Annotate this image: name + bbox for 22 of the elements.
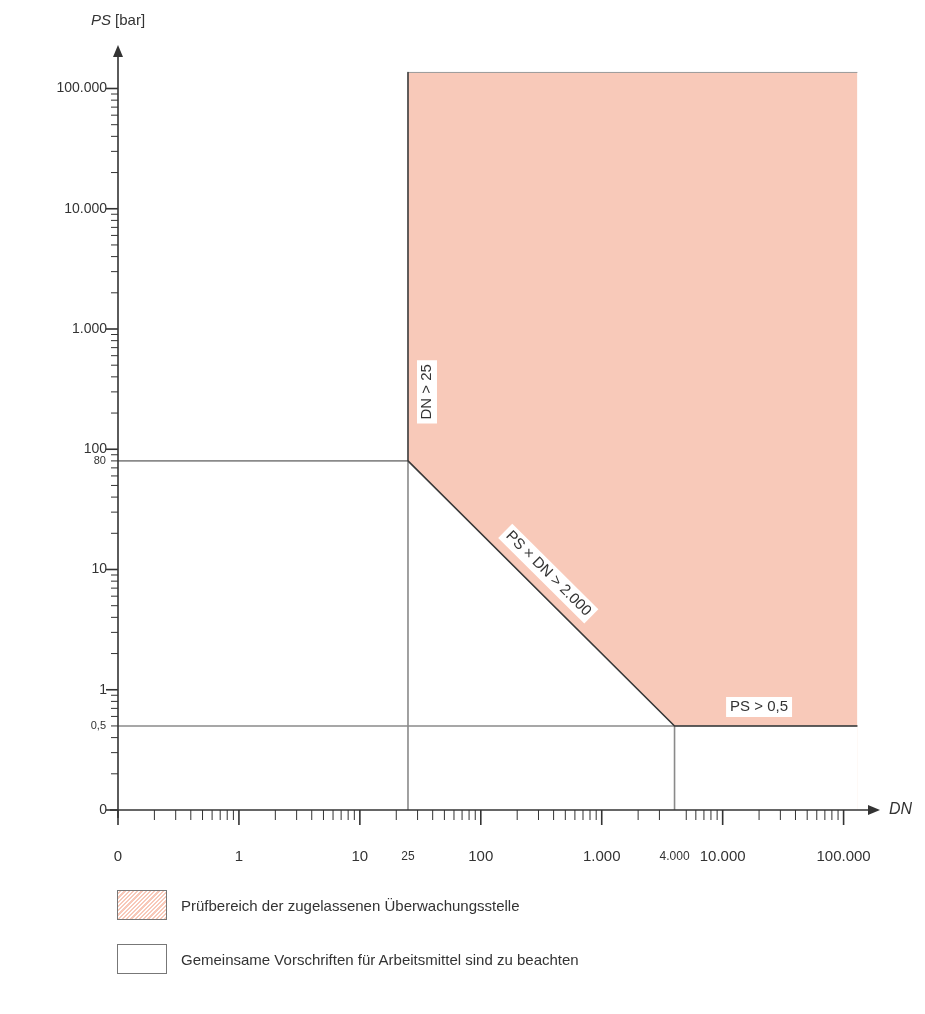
y-tick-label: 1 — [99, 680, 108, 697]
annotation: DN > 25 — [417, 364, 435, 420]
x-tick-label: 10.000 — [699, 847, 746, 865]
y-tick-label: 10 — [91, 560, 108, 577]
x-tick-label: 0 — [113, 847, 123, 865]
x-tick-label: 10 — [351, 847, 369, 865]
x-tick-label: 4.000 — [659, 849, 690, 864]
y-tick-label: 100.000 — [56, 79, 108, 96]
legend-label: Gemeinsame Vorschriften für Arbeitsmittel sind zu beachten — [181, 950, 579, 968]
y-axis-title: PS [bar] — [90, 11, 146, 29]
y-tick-label: 1.000 — [71, 319, 108, 336]
x-axis-title: DN — [889, 800, 913, 818]
x-tick-label: 1 — [234, 847, 244, 865]
x-tick-label: 100 — [468, 847, 494, 865]
x-tick-label: 1.000 — [582, 847, 621, 865]
y-tick-label: 0 — [99, 800, 108, 817]
y-tick-label: 0,5 — [90, 718, 106, 731]
x-tick-label: 100.000 — [816, 847, 871, 865]
y-tick-label: 10.000 — [64, 199, 108, 216]
legend-label: Prüfbereich der zugelassenen Überwachungsstelle — [181, 896, 520, 914]
x-tick-label: 25 — [401, 849, 415, 864]
annotation: PS > 0,5 — [730, 697, 789, 715]
